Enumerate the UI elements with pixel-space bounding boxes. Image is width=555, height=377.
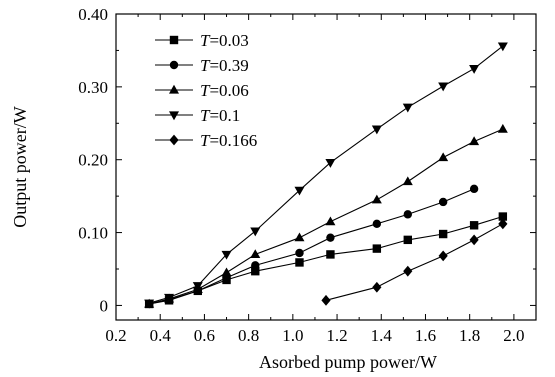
legend-label-variable: T [200,131,211,150]
y-tick-label: 0.30 [78,78,108,97]
legend-marker [169,111,179,121]
data-point [469,136,480,146]
legend-entry: T=0.39 [155,56,249,75]
x-tick-label: 1.6 [415,326,436,345]
legend-label-value: =0.06 [209,81,248,100]
data-point [295,248,304,258]
data-point [438,229,448,239]
x-tick-label: 1.8 [459,326,480,345]
x-axis-title: Asorbed pump power/W [259,352,437,372]
plot-frame [115,13,537,321]
legend-label: T=0.03 [200,31,249,50]
data-point [469,65,480,74]
data-point [325,159,336,168]
y-axis-title: Output power/W [10,106,30,227]
data-point [438,197,448,207]
x-tick-label: 2.0 [503,326,524,345]
x-tick-label: 0.4 [150,326,172,345]
data-point [295,258,304,267]
data-point [251,266,260,276]
legend-label-value: =0.166 [209,131,257,150]
legend-label-variable: T [200,31,211,50]
data-point [438,82,449,92]
data-point [250,227,261,237]
axes: 0.2 0.4 0.6 0.8 1.0 1.2 1.4 1.6 1.8 2.0 0 0.10 0.20 0… [78,5,537,345]
legend-marker [169,134,179,146]
data-point [164,293,175,303]
data-point [497,123,508,133]
legend-label-value: =0.03 [209,31,248,50]
y-tick-label: 0.40 [78,5,108,24]
data-point [250,249,261,259]
legend-marker [169,84,179,94]
data-point [497,42,508,52]
series-2 [144,184,479,309]
legend-entry: T=0.06 [155,81,249,100]
data-point [144,299,155,309]
legend-label-variable: T [200,106,211,125]
series-line [149,215,503,305]
x-tick-label: 1.2 [326,326,347,345]
y-tick-label: 0.20 [78,151,108,170]
x-tick-label: 1.4 [371,326,393,345]
data-point [221,250,232,260]
series-line [325,223,504,301]
legend-entry: T=0.166 [155,131,257,150]
legend-label: T=0.1 [200,106,240,125]
legend-marker [169,35,179,45]
data-point [438,152,449,162]
legend-label: T=0.39 [200,56,249,75]
data-point [321,294,331,306]
series-3 [144,123,508,308]
legend-label-variable: T [200,56,211,75]
data-point [371,125,382,135]
data-point [221,267,232,277]
legend-label: T=0.166 [200,131,257,150]
x-tick-label: 1.0 [282,326,303,345]
data-point [402,176,413,186]
legend: T=0.03T=0.39T=0.06T=0.1T=0.166 [155,31,257,150]
data-point [326,233,335,242]
legend-label-variable: T [200,81,211,100]
x-tick-label: 0.6 [194,326,215,345]
data-point [469,221,479,230]
y-tick-label: 0 [100,296,109,315]
x-tick-label: 0.8 [238,326,259,345]
series-4 [144,42,508,309]
data-point [403,210,412,219]
data-point [372,281,382,293]
series-line [149,128,504,305]
legend-label-value: =0.1 [209,106,240,125]
plot-area [144,42,508,309]
x-tick-label: 0.2 [105,326,126,345]
data-point [326,250,335,259]
y-tick-label: 0.10 [78,224,108,243]
data-point [403,235,412,245]
data-point [251,261,260,270]
data-point [469,234,479,246]
data-point [192,282,203,291]
legend-label: T=0.06 [200,81,249,100]
data-point [294,186,305,196]
data-point [371,194,382,204]
data-point [403,265,413,277]
data-point [372,219,382,229]
legend-entry: T=0.03 [155,31,249,50]
legend-marker [169,60,179,70]
data-point [498,218,508,230]
data-point [402,103,413,113]
data-point [325,216,336,226]
data-point [372,244,382,253]
series-5 [321,218,508,306]
data-point [469,184,479,194]
data-point [498,212,508,221]
legend-label-value: =0.39 [209,56,248,75]
data-point [294,232,305,242]
legend-entry: T=0.1 [155,106,240,125]
series-line [149,45,504,304]
data-point [438,250,448,262]
